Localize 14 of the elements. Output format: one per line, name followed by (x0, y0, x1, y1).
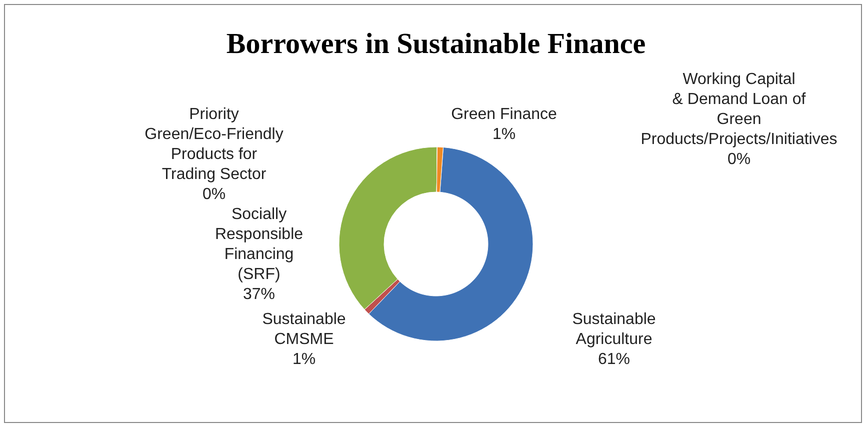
data-label: 61% (598, 351, 630, 368)
slice-label: Sustainable Agriculture (572, 311, 656, 348)
data-label: 1% (292, 351, 316, 368)
slice-label: Socially Responsible Financing (SRF) (214, 206, 304, 283)
text: 0% (202, 186, 226, 203)
category-label: Priority Green/Eco-Friendly Products for Trading Sector (144, 106, 284, 183)
slice-label: Sustainable CMSME (262, 311, 346, 348)
donut-slice (368, 147, 534, 342)
text: 0% (727, 151, 751, 168)
chart-title: Borrowers in Sustainable Finance (226, 28, 646, 60)
category-label: Working Capital & Demand Loan of Green Products/Projects/Initiatives (640, 71, 838, 148)
data-label: 37% (242, 286, 276, 303)
data-label: 1% (492, 126, 516, 143)
slice-label: Green Finance (451, 106, 558, 123)
